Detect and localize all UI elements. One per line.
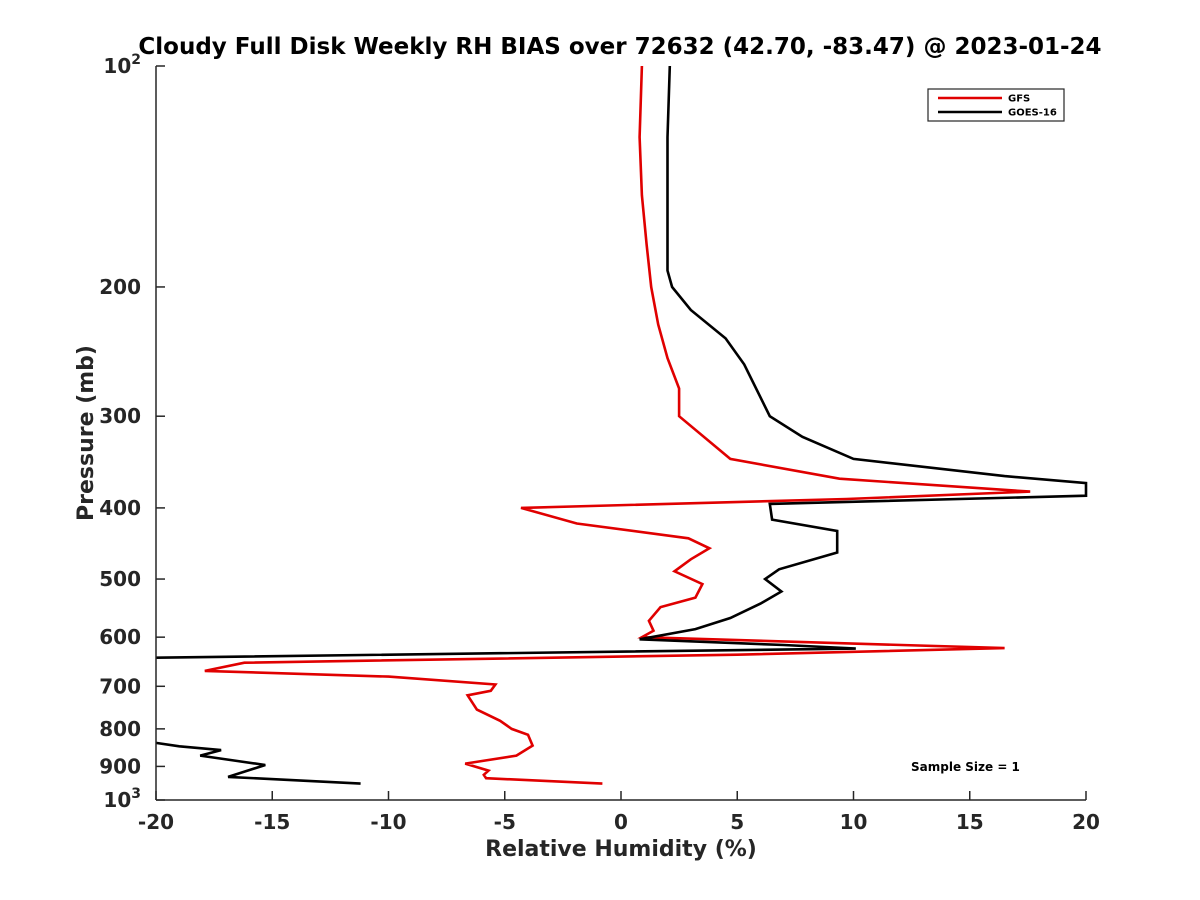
x-tick-label: -15	[254, 810, 290, 834]
series-line-0	[204, 65, 1031, 785]
x-tick-label: 15	[956, 810, 984, 834]
y-tick-label: 103	[103, 786, 141, 812]
x-tick-label: 5	[730, 810, 744, 834]
x-tick-label: 10	[840, 810, 868, 834]
y-tick-label: 500	[99, 567, 141, 591]
y-tick-label: 102	[103, 52, 141, 78]
sample-size-annotation: Sample Size = 1	[911, 760, 1020, 774]
y-tick-label: 300	[99, 404, 141, 428]
y-tick-label: 600	[99, 625, 141, 649]
y-tick-label: 400	[99, 496, 141, 520]
x-tick-label: -20	[138, 810, 174, 834]
axes	[155, 66, 1086, 801]
legend-box	[927, 88, 1065, 122]
y-ticks: 102 200 300 400 500 600 700 800 900 103	[99, 52, 165, 812]
x-tick-label: -5	[494, 810, 516, 834]
x-tick-label: -10	[370, 810, 406, 834]
x-axis-label: Relative Humidity (%)	[485, 837, 757, 862]
y-axis-label: Pressure (mb)	[74, 345, 99, 521]
legend: GFS GOES-16	[927, 88, 1065, 122]
legend-label: GFS	[1008, 94, 1030, 105]
series-line-2	[155, 741, 361, 785]
legend-label: GOES-16	[1008, 108, 1057, 119]
x-tick-label: 20	[1072, 810, 1100, 834]
y-tick-label: 800	[99, 717, 141, 741]
x-tick-label: 0	[614, 810, 628, 834]
x-ticks: -20 -15 -10 -5 0 5 10 15 20	[138, 791, 1100, 834]
series-line-1	[155, 65, 1088, 659]
y-tick-label: 200	[99, 275, 141, 299]
series-layer	[155, 65, 1088, 785]
y-tick-label: 700	[99, 674, 141, 698]
chart-title: Cloudy Full Disk Weekly RH BIAS over 726…	[138, 34, 1101, 60]
y-tick-label: 900	[99, 754, 141, 778]
